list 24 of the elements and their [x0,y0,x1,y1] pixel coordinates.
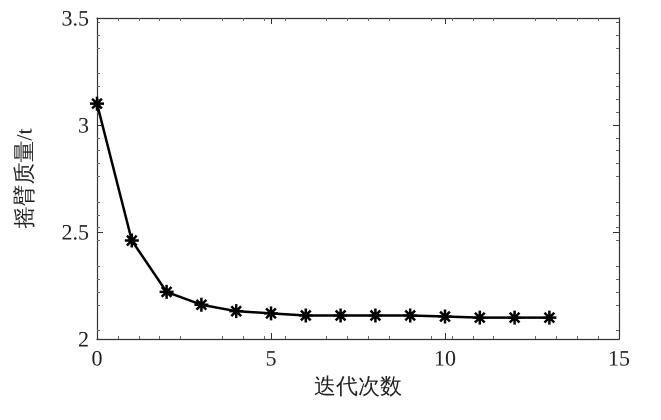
x-axis-title: 迭代次数 [314,374,402,398]
point [332,307,349,324]
point [436,308,454,325]
point [193,296,210,314]
point [228,302,244,320]
y-tick-label: 3 [78,112,89,138]
x-tick-label: 0 [92,346,102,370]
point [541,309,558,326]
y-axis-title: 摇臂质量/t [12,128,36,229]
y-tick-label: 2 [78,326,89,352]
point [124,232,140,249]
point [367,307,384,324]
point [262,305,280,322]
point [472,309,488,326]
y-tick-label: 3.5 [62,6,89,30]
point [158,284,175,300]
point [298,307,314,324]
x-tick-label: 10 [434,346,456,370]
point [506,309,523,326]
y-tick-label: 2.5 [62,220,89,244]
point [88,95,106,112]
point [402,307,418,324]
x-tick-label: 5 [266,346,276,370]
x-tick-label: 15 [608,346,630,370]
